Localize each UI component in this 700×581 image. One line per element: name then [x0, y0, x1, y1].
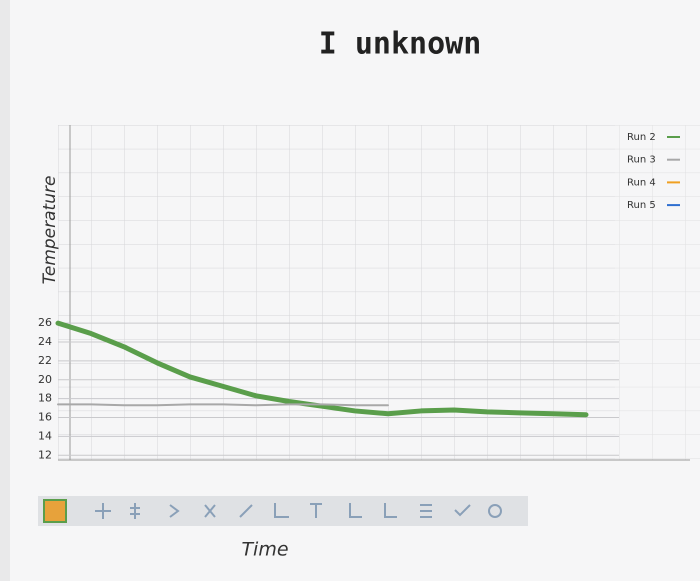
y-tick-label: 16 — [38, 411, 52, 424]
legend-label: Run 4 — [627, 177, 656, 188]
y-axis-label: Temperature — [40, 176, 60, 285]
y-tick-label: 24 — [38, 335, 52, 348]
toolbar-icons[interactable] — [95, 503, 502, 519]
legend-area — [615, 125, 700, 460]
data-line — [55, 320, 589, 418]
toolbar — [38, 496, 528, 526]
y-tick-label: 18 — [38, 392, 52, 405]
y-tick-label: 14 — [38, 429, 52, 442]
legend-label: Run 3 — [627, 155, 656, 166]
y-tick-label: 20 — [38, 373, 52, 386]
y-tick-label: 26 — [38, 316, 52, 329]
legend-label: Run 2 — [627, 132, 656, 143]
x-axis-label: Time — [241, 539, 288, 561]
legend-label: Run 5 — [627, 200, 656, 211]
chart-title: I unknown — [319, 27, 482, 62]
toolbar-icon[interactable] — [43, 499, 67, 523]
y-tick-label: 12 — [38, 448, 52, 461]
y-tick-label: 22 — [38, 354, 52, 367]
data-line — [57, 403, 389, 407]
